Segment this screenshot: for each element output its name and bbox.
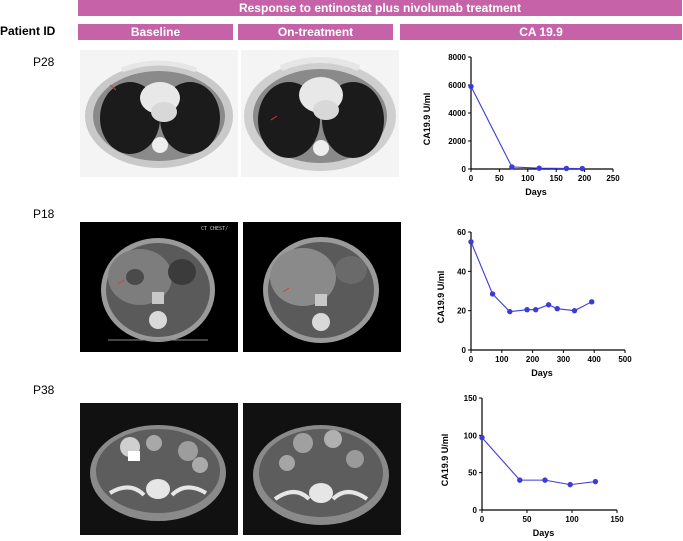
series-line: [481, 437, 596, 486]
p18-scan-caption: CT CHEST/: [201, 226, 229, 232]
series-line: [470, 86, 583, 170]
patient-id-header: Patient ID: [0, 24, 56, 38]
x-tick-label: 150: [610, 515, 624, 524]
data-point: [507, 308, 513, 315]
baseline-header: Baseline: [78, 24, 233, 40]
patient-id-p38: P38: [33, 383, 55, 397]
y-tick-label: 8000: [448, 53, 466, 62]
x-tick-label: 400: [588, 355, 602, 364]
on-treatment-header: On-treatment: [238, 24, 393, 40]
y-tick-label: 100: [464, 431, 478, 440]
x-tick-label: 50: [523, 515, 532, 524]
figure-title: Response to entinostat plus nivolumab tr…: [78, 0, 682, 16]
x-tick-label: 0: [469, 355, 474, 364]
data-point: [509, 164, 515, 170]
x-axis-title: Days: [525, 187, 547, 197]
data-point: [589, 299, 595, 305]
data-point: [571, 307, 578, 314]
data-point: [542, 477, 548, 483]
x-tick-label: 150: [550, 174, 564, 183]
x-tick-label: 100: [565, 515, 579, 524]
data-point: [532, 306, 539, 313]
y-tick-label: 20: [457, 307, 466, 316]
data-point: [567, 481, 573, 488]
y-tick-label: 50: [468, 469, 477, 478]
data-point: [592, 478, 599, 485]
data-point: [468, 239, 474, 245]
data-point: [468, 83, 474, 90]
p38-on-treatment-ct-image: [243, 403, 401, 535]
data-point: [524, 306, 530, 313]
x-tick-label: 50: [495, 174, 504, 183]
y-tick-label: 4000: [448, 109, 466, 118]
y-axis-title: CA19.9 U/ml: [436, 271, 446, 324]
y-tick-label: 40: [457, 267, 466, 276]
patient-id-p18: P18: [33, 207, 55, 221]
y-tick-label: 6000: [448, 81, 466, 90]
x-tick-label: 100: [495, 355, 509, 364]
x-tick-label: 0: [480, 515, 485, 524]
x-axis-title: Days: [531, 368, 553, 378]
chart-p18: 0 100 200 300 400 500 0 20 40 60 Days CA19.9 U/ml: [436, 228, 632, 378]
chart-p28: 0 50 100 150 200 250 0 2000 4000 6000 8000 Days CA19…: [422, 53, 620, 197]
x-tick-label: 200: [526, 355, 540, 364]
data-point: [545, 302, 552, 308]
data-point: [579, 165, 586, 172]
p38-baseline-ct-image: [80, 403, 238, 535]
y-axis-title: CA19.9 U/ml: [440, 434, 450, 487]
data-point: [563, 165, 570, 172]
y-tick-label: 2000: [448, 137, 466, 146]
series-line: [470, 241, 592, 313]
p28-baseline-ct-image: [80, 50, 238, 177]
patient-id-p28: P28: [33, 55, 55, 69]
y-tick-label: 0: [462, 165, 467, 174]
p18-on-treatment-ct-image: [243, 222, 401, 352]
x-tick-label: 250: [606, 174, 620, 183]
data-point: [489, 291, 496, 297]
p28-on-treatment-ct-image: [241, 50, 399, 177]
y-tick-label: 150: [464, 394, 478, 403]
x-axis-title: Days: [533, 528, 555, 538]
x-tick-label: 0: [469, 174, 474, 183]
y-tick-label: 0: [462, 346, 467, 355]
data-point: [536, 165, 542, 171]
ca199-header: CA 19.9: [400, 24, 682, 40]
x-tick-label: 500: [618, 355, 632, 364]
data-point: [479, 434, 485, 441]
data-point: [517, 477, 523, 483]
y-tick-label: 0: [473, 506, 478, 515]
x-tick-label: 100: [521, 174, 535, 183]
x-tick-label: 300: [557, 355, 571, 364]
y-tick-label: 60: [457, 228, 466, 237]
y-axis-title: CA19.9 U/ml: [422, 93, 432, 146]
x-tick-label: 200: [578, 174, 592, 183]
chart-p38: 0 50 100 150 0 50 100 150 Days CA19.9 U/ml: [440, 394, 624, 538]
p18-baseline-ct-image: [80, 222, 238, 352]
data-point: [554, 306, 560, 312]
